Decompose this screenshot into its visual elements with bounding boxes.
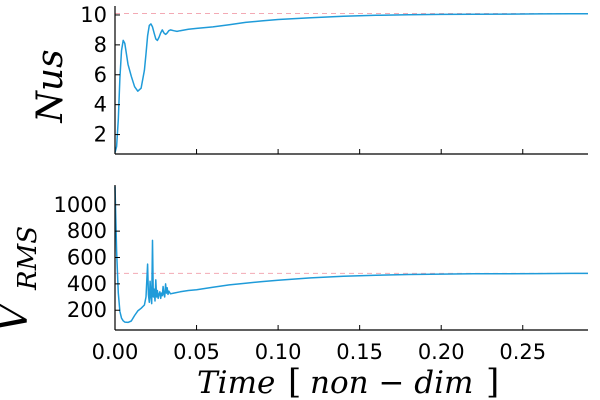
time-x-axis-label: Time [ non − dim ] [197, 362, 499, 400]
vrms-y-axis-label-main: V [0, 299, 37, 332]
vrms-y-tick-label-800: 800 [67, 219, 107, 243]
nus-y-tick-label-4: 4 [94, 93, 107, 117]
nus-series-line [114, 13, 588, 153]
vrms-y-axis-label-sub: RMS [13, 226, 43, 291]
vrms-x-tick-label-0.05: 0.05 [173, 340, 220, 364]
vrms-y-tick-label-200: 200 [67, 298, 107, 322]
x-axis-label-bracket-close: ] [486, 362, 499, 400]
vrms-y-tick-label-600: 600 [67, 246, 107, 270]
vrms-x-tick-label-0.25: 0.25 [499, 340, 546, 364]
x-axis-label-bracket-open: [ [288, 362, 301, 400]
nus-y-tick-label-6: 6 [94, 63, 107, 87]
nus-y-tick-label-2: 2 [94, 123, 107, 147]
vrms-x-tick-label-0.10: 0.10 [255, 340, 302, 364]
vrms-x-ticks: 0.00 0.05 0.10 0.15 0.20 0.25 [92, 325, 546, 364]
nus-panel: 2 4 6 8 10 Nus [30, 3, 588, 155]
vrms-x-tick-label-0.15: 0.15 [336, 340, 383, 364]
vrms-x-tick-label-0.00: 0.00 [92, 340, 139, 364]
vrms-y-axis-label: V RMS [0, 226, 43, 332]
x-axis-label-mid: non − dim [310, 365, 473, 400]
vrms-series-line [114, 186, 588, 324]
nus-y-tick-label-8: 8 [94, 33, 107, 57]
nus-x-ticks [114, 149, 524, 154]
x-axis-label-prefix: Time [197, 365, 275, 400]
vrms-y-tick-label-1000: 1000 [54, 193, 107, 217]
nus-y-tick-label-10: 10 [80, 3, 107, 27]
nus-y-ticks: 2 4 6 8 10 [80, 3, 120, 147]
vrms-y-tick-label-400: 400 [67, 272, 107, 296]
nus-y-axis-label: Nus [30, 49, 71, 123]
vrms-x-tick-label-0.20: 0.20 [418, 340, 465, 364]
